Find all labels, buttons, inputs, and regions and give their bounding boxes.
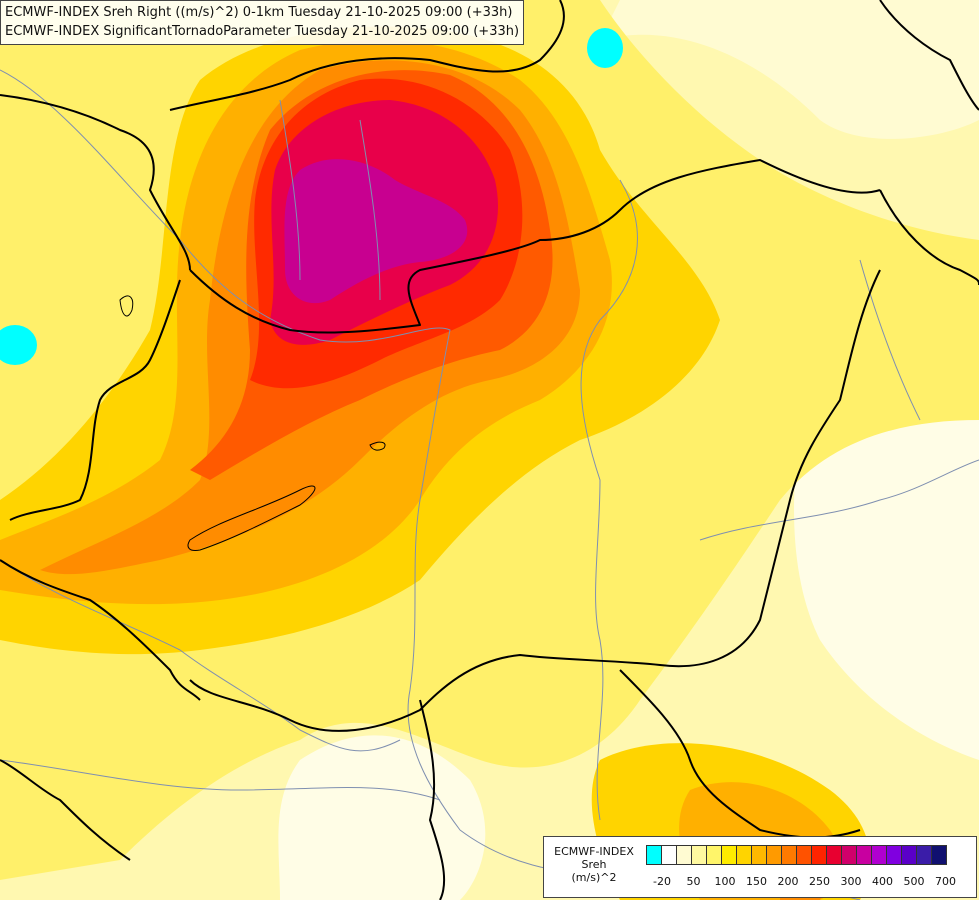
legend-tick-label: 150 [746, 875, 767, 888]
legend-swatch [691, 845, 707, 865]
cyan-spot-north [587, 28, 623, 68]
pale-area-southeast [794, 400, 979, 760]
border-hr-rs [419, 699, 446, 900]
legend-tick-label: 300 [840, 875, 862, 888]
legend-swatch [661, 845, 677, 865]
legend-swatch [646, 845, 662, 865]
legend-tick-label: 50 [686, 875, 701, 888]
legend-tick-label: 400 [872, 875, 893, 888]
legend-swatch [931, 845, 947, 865]
legend-tick-label: 100 [714, 875, 736, 888]
river-drava [0, 559, 401, 752]
legend-label: ECMWF-INDEX Sreh (m/s)^2 [548, 845, 640, 884]
cyan-spot-west [0, 325, 37, 365]
legend-swatch [781, 845, 797, 865]
legend-param: Sreh [581, 858, 607, 871]
legend-tick-label: -20 [653, 875, 671, 888]
lake-balaton [187, 485, 316, 551]
border-at-hu [9, 279, 181, 521]
legend-swatch [736, 845, 752, 865]
legend-swatch [706, 845, 722, 865]
border-si-hr [0, 559, 201, 701]
legend-tick-label: 500 [903, 875, 925, 888]
border-pl-sk [169, 0, 565, 111]
legend-unit: (m/s)^2 [571, 871, 617, 884]
river-mures [699, 459, 979, 541]
border-west [0, 759, 131, 861]
legend-swatch [901, 845, 917, 865]
border-hu-ro [879, 189, 979, 286]
river-vah [279, 99, 301, 281]
pale-area-northeast [600, 0, 979, 139]
color-legend: ECMWF-INDEX Sreh (m/s)^2 -20 50 100 150 200 2… [543, 836, 977, 898]
legend-swatch [856, 845, 872, 865]
legend-swatch [886, 845, 902, 865]
legend-model: ECMWF-INDEX [554, 845, 634, 858]
legend-swatch [871, 845, 887, 865]
river-olt [859, 259, 921, 421]
river-sava [0, 759, 441, 801]
legend-swatch [751, 845, 767, 865]
lake-neusiedl [119, 295, 134, 317]
legend-tick-label: 250 [809, 875, 830, 888]
lakes [119, 295, 386, 551]
border-hu-ro-south [189, 269, 881, 732]
border-cz-sk-north [0, 94, 191, 271]
legend-swatch [916, 845, 932, 865]
legend-swatch [826, 845, 842, 865]
legend-swatch [721, 845, 737, 865]
legend-swatch [676, 845, 692, 865]
border-ua [879, 0, 979, 111]
map-title-line-1: ECMWF-INDEX Sreh Right ((m/s)^2) 0-1km T… [5, 5, 513, 20]
lake-small [369, 441, 386, 451]
border-sk-hu [189, 159, 881, 334]
legend-swatch [841, 845, 857, 865]
legend-tick-label: 200 [777, 875, 799, 888]
river-tisza [580, 179, 638, 821]
legend-swatches [646, 845, 947, 865]
legend-swatch [811, 845, 827, 865]
map-title-box: ECMWF-INDEX Sreh Right ((m/s)^2) 0-1km T… [0, 0, 525, 45]
river-hron [359, 119, 381, 301]
legend-swatch [766, 845, 782, 865]
legend-tick-label: 700 [935, 875, 956, 888]
legend-ticks: -20 50 100 150 200 250 300 400 500 700 [646, 875, 976, 889]
legend-swatch [796, 845, 812, 865]
map-title-line-2: ECMWF-INDEX SignificantTornadoParameter … [5, 24, 520, 39]
